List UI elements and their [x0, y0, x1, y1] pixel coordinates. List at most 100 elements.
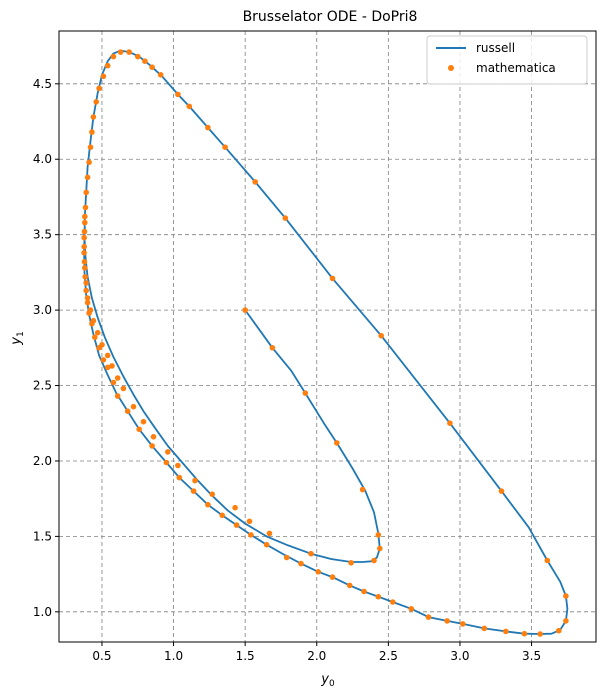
marker-mathematica-60	[447, 420, 453, 427]
marker-mathematica-17	[150, 434, 157, 440]
marker-mathematica-25	[94, 329, 101, 336]
marker-mathematica-3	[334, 440, 340, 446]
x-axis-ticks: 0.5 1.0 1.5 2.0 2.5 3.0 3.5	[92, 642, 541, 663]
marker-mathematica-73	[408, 606, 415, 612]
marker-mathematica-95	[104, 364, 111, 371]
marker-mathematica-14	[192, 477, 198, 484]
marker-mathematica-13	[209, 491, 215, 498]
marker-mathematica-101	[84, 299, 91, 306]
marker-mathematica-48	[135, 53, 141, 60]
marker-mathematica-23	[104, 352, 111, 359]
y-tick-label-6: 4.0	[33, 152, 52, 166]
marker-mathematica-59	[378, 332, 385, 339]
marker-mathematica-30	[82, 265, 88, 271]
marker-mathematica-103	[82, 274, 88, 280]
marker-mathematica-64	[563, 618, 569, 624]
marker-mathematica-68	[503, 628, 509, 635]
y-axis-label-main: y	[9, 337, 24, 346]
marker-mathematica-18	[140, 418, 147, 425]
marker-mathematica-81	[283, 554, 290, 561]
x-tick-label-3: 2.0	[307, 649, 326, 663]
marker-mathematica-98	[92, 334, 98, 341]
marker-mathematica-86	[205, 501, 211, 508]
marker-mathematica-78	[329, 574, 336, 580]
y-tick-label-4: 3.0	[33, 303, 52, 317]
marker-mathematica-63	[563, 593, 569, 599]
series-markers	[81, 49, 569, 637]
marker-mathematica-6	[377, 545, 383, 552]
marker-mathematica-42	[96, 85, 102, 92]
marker-mathematica-7	[371, 557, 377, 564]
marker-mathematica-106	[81, 228, 88, 235]
marker-mathematica-91	[136, 426, 142, 433]
marker-mathematica-46	[117, 49, 124, 55]
marker-mathematica-75	[375, 593, 382, 600]
marker-mathematica-69	[481, 625, 488, 632]
marker-mathematica-43	[100, 73, 107, 80]
y-axis-label: y1	[9, 331, 26, 345]
x-tick-label-2: 1.5	[236, 649, 255, 663]
plot-frame	[58, 30, 597, 643]
marker-mathematica-90	[149, 443, 155, 449]
marker-mathematica-93	[114, 393, 121, 399]
marker-mathematica-79	[315, 569, 322, 575]
legend-mathematica-label: mathematica	[476, 61, 556, 75]
marker-mathematica-15	[175, 462, 181, 469]
marker-mathematica-105	[81, 243, 87, 250]
marker-mathematica-2	[302, 390, 309, 396]
y-axis-label-subscript: 1	[16, 331, 26, 337]
marker-mathematica-21	[114, 375, 121, 381]
marker-mathematica-107	[82, 213, 88, 220]
legend: russell mathematica	[426, 35, 588, 85]
x-tick-label-6: 3.5	[522, 649, 541, 663]
marker-mathematica-35	[83, 189, 89, 196]
marker-mathematica-53	[186, 103, 193, 110]
marker-mathematica-65	[556, 627, 562, 634]
marker-mathematica-34	[82, 204, 89, 211]
marker-mathematica-45	[110, 53, 117, 60]
legend-box	[426, 35, 588, 85]
marker-mathematica-74	[389, 599, 396, 605]
marker-mathematica-10	[266, 530, 273, 537]
marker-mathematica-85	[219, 512, 225, 519]
y-tick-label-7: 4.5	[33, 77, 52, 91]
marker-mathematica-36	[84, 174, 91, 181]
marker-mathematica-55	[222, 144, 228, 150]
y-tick-label-0: 1.0	[33, 605, 52, 619]
marker-mathematica-31	[81, 250, 87, 256]
marker-mathematica-22	[109, 363, 115, 369]
marker-mathematica-28	[84, 295, 91, 301]
marker-mathematica-20	[120, 385, 127, 392]
y-tick-label-2: 2.0	[33, 454, 52, 468]
marker-mathematica-29	[83, 280, 89, 286]
x-axis-label: y0	[320, 672, 335, 689]
marker-mathematica-96	[100, 357, 107, 363]
marker-mathematica-39	[89, 129, 95, 135]
marker-mathematica-32	[81, 234, 87, 241]
marker-mathematica-47	[126, 49, 132, 55]
marker-mathematica-57	[282, 215, 289, 221]
marker-mathematica-82	[263, 541, 270, 548]
y-tick-label-5: 3.5	[33, 228, 52, 242]
marker-mathematica-67	[521, 630, 528, 637]
legend-russell-label: russell	[476, 41, 515, 55]
marker-mathematica-87	[190, 488, 197, 494]
marker-mathematica-71	[444, 618, 450, 624]
x-axis-label-subscript: 0	[329, 679, 335, 689]
marker-mathematica-44	[104, 62, 111, 69]
marker-mathematica-11	[246, 518, 253, 525]
grid-lines	[59, 31, 596, 642]
marker-mathematica-16	[165, 449, 171, 455]
marker-mathematica-94	[110, 379, 117, 386]
y-tick-label-3: 2.5	[33, 379, 52, 393]
marker-mathematica-56	[252, 179, 258, 185]
marker-mathematica-0	[242, 307, 248, 313]
marker-mathematica-33	[82, 219, 88, 226]
marker-mathematica-92	[124, 408, 131, 415]
marker-mathematica-1	[269, 345, 276, 351]
x-tick-label-4: 2.5	[379, 649, 398, 663]
marker-mathematica-104	[81, 259, 88, 265]
marker-mathematica-12	[232, 504, 238, 511]
x-tick-label-1: 1.0	[164, 649, 183, 663]
